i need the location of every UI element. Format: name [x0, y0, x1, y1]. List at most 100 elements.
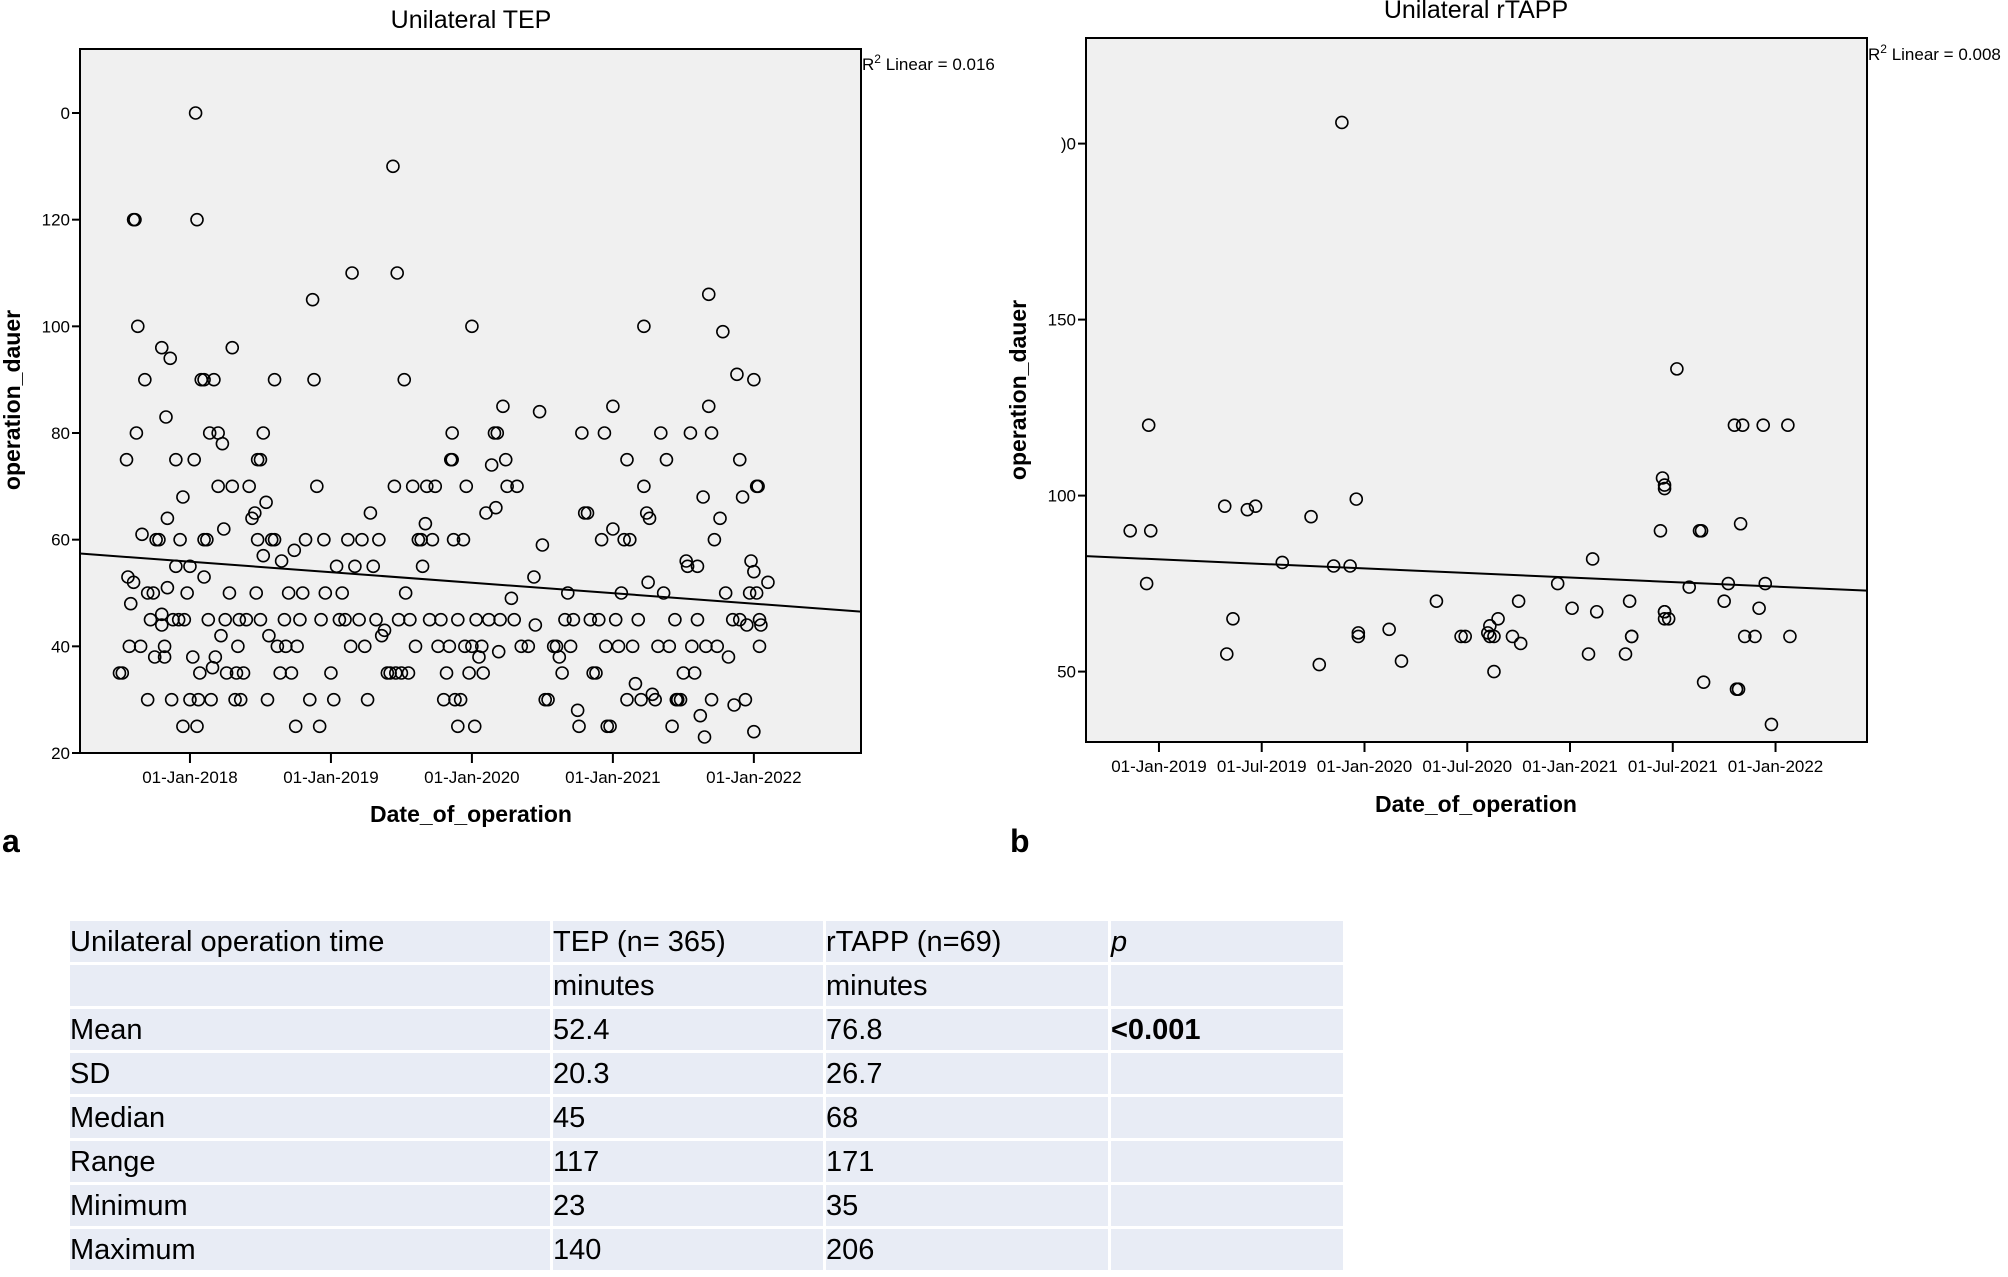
data-point	[253, 612, 268, 627]
data-point	[348, 559, 362, 574]
data-point	[225, 340, 240, 355]
data-point	[1275, 555, 1290, 570]
x-tick-label: 01-Jul-2019	[1217, 757, 1307, 776]
data-point	[749, 586, 764, 600]
x-tick-label: 01-Jan-2018	[142, 768, 237, 787]
data-point	[135, 527, 149, 542]
data-point	[448, 692, 462, 707]
x-tick-label: 01-Jan-2019	[283, 768, 378, 787]
data-point	[591, 612, 606, 627]
x-tick-label: 01-Jan-2019	[1111, 757, 1206, 776]
data-point	[747, 724, 761, 739]
data-point	[625, 639, 640, 654]
data-point	[1735, 418, 1750, 433]
data-point	[357, 639, 372, 654]
data-point	[446, 532, 461, 547]
table-cell	[1111, 1141, 1343, 1182]
data-point	[248, 506, 262, 520]
data-point	[752, 612, 767, 627]
data-point	[293, 612, 307, 627]
data-point	[183, 692, 197, 707]
figure-charts: Unilateral TEP 20 40 60 80 100 120 0 01-Jan-20…	[0, 0, 2001, 859]
data-point	[173, 532, 187, 547]
data-point	[1219, 647, 1234, 661]
data-point	[498, 452, 513, 467]
y-tick-label: 0	[61, 104, 70, 123]
operation-time-table: Unilateral operation time TEP (n= 365) rTA…	[67, 918, 1346, 1273]
data-point	[147, 650, 162, 664]
data-point	[338, 612, 352, 627]
y-tick-label: 100	[42, 317, 70, 336]
table-row: Range 117 171	[70, 1141, 1343, 1182]
data-point	[140, 586, 155, 600]
data-point	[747, 564, 761, 579]
table-cell: Minimum	[70, 1185, 550, 1226]
data-point	[735, 490, 750, 504]
data-point	[326, 692, 341, 707]
panel-label-b: b	[1010, 823, 1030, 859]
data-point	[654, 426, 668, 440]
data-point	[1240, 502, 1255, 517]
data-point	[730, 367, 744, 382]
x-tick-label: 01-Jul-2021	[1628, 757, 1718, 776]
data-point	[668, 612, 682, 627]
data-point	[1727, 418, 1742, 433]
data-point	[425, 532, 440, 547]
data-point	[214, 628, 228, 643]
data-point	[176, 719, 190, 734]
data-point	[312, 719, 327, 734]
data-point	[642, 511, 657, 526]
data-point	[1487, 664, 1501, 679]
data-point	[1694, 523, 1709, 538]
data-point	[620, 452, 634, 467]
data-point	[662, 639, 677, 654]
y-tick-label: 50	[1057, 663, 1076, 682]
data-point	[631, 612, 646, 627]
data-point	[176, 490, 190, 504]
table-cell: 26.7	[826, 1053, 1108, 1094]
data-point	[341, 532, 355, 547]
y-tick-label: 40	[51, 637, 70, 656]
y-tick-label: )0	[1061, 135, 1076, 154]
data-point	[687, 666, 702, 680]
data-point	[1349, 492, 1364, 506]
x-tick-label: 01-Jan-2020	[1317, 757, 1412, 776]
data-point	[242, 479, 256, 494]
data-point	[207, 372, 221, 387]
data-point	[1429, 594, 1444, 609]
data-point	[129, 426, 144, 440]
data-point	[673, 692, 688, 707]
chart-title: Unilateral TEP	[391, 6, 552, 34]
data-point	[146, 586, 161, 600]
table-cell	[70, 965, 550, 1006]
data-point	[665, 719, 679, 734]
data-point	[707, 532, 722, 547]
data-point	[445, 426, 459, 440]
data-point	[1304, 509, 1318, 524]
data-point	[589, 666, 603, 680]
data-point	[1783, 629, 1797, 644]
data-point	[493, 612, 507, 627]
data-point	[185, 650, 200, 664]
data-point	[123, 596, 138, 611]
data-point	[1731, 682, 1746, 697]
y-axis-label: operation_dauer	[1005, 300, 1031, 480]
data-point	[611, 639, 626, 654]
data-point	[267, 372, 282, 387]
table-cell	[1111, 1185, 1343, 1226]
data-point	[1752, 601, 1766, 616]
data-point	[701, 399, 716, 414]
data-point	[183, 559, 197, 574]
data-point	[1343, 559, 1357, 573]
data-point	[570, 703, 585, 718]
x-axis-label: Date_of_operation	[1375, 791, 1577, 817]
data-point	[256, 548, 271, 563]
y-tick-label: 100	[1048, 487, 1076, 506]
data-point	[355, 532, 369, 547]
table-cell	[1111, 1097, 1343, 1138]
data-point	[532, 404, 547, 419]
data-point	[696, 490, 710, 504]
data-point	[270, 639, 285, 654]
data-point	[1781, 418, 1795, 433]
